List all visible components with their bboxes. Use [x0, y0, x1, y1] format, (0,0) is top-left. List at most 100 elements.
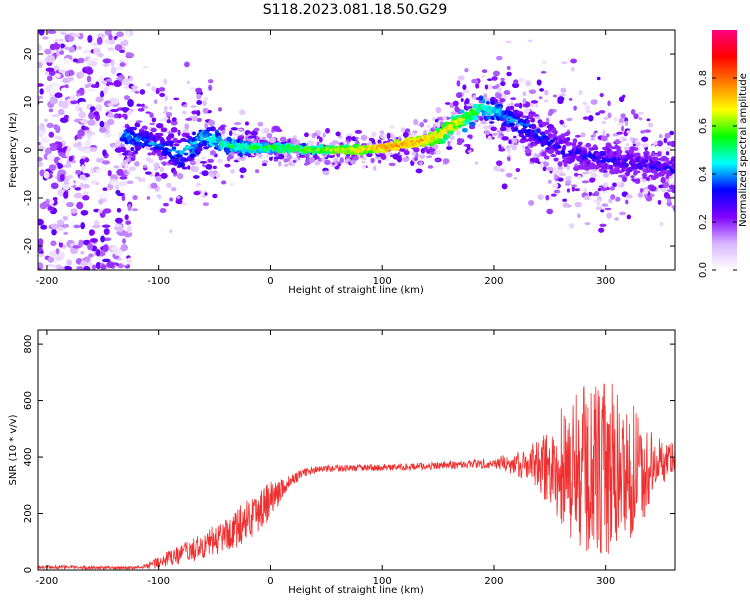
spectral-cell [88, 253, 94, 258]
spectral-cell [39, 202, 48, 210]
spectral-cell [93, 47, 101, 56]
spectral-cell [666, 141, 673, 146]
spectral-cell [509, 105, 515, 111]
spectral-cell [75, 179, 84, 184]
spectral-cell [136, 103, 142, 107]
spectral-cell [524, 148, 532, 154]
spectral-cell [159, 166, 165, 173]
spectral-cell [42, 36, 49, 40]
spectral-cell [557, 166, 564, 170]
spectral-cell [613, 116, 618, 122]
spectral-cell [382, 133, 387, 139]
spectral-cell [44, 48, 52, 55]
spectrogram-xlabel: Height of straight line (km) [288, 285, 424, 296]
spectral-cell [186, 80, 190, 85]
spectral-cell [123, 57, 130, 62]
spectral-cell [221, 180, 227, 185]
spectral-cell [467, 134, 473, 139]
spectral-cell [202, 107, 209, 114]
spectral-cell [481, 69, 488, 74]
spectral-cell [126, 180, 134, 184]
spectral-cell [122, 238, 127, 244]
spectral-cell [606, 133, 610, 138]
spectral-cell [116, 77, 123, 81]
spectral-cell [185, 117, 193, 121]
spectral-cell [562, 202, 570, 208]
spectral-cell [107, 47, 115, 51]
spectral-cell [131, 126, 137, 130]
spectral-cell [435, 107, 442, 114]
spectral-cell [250, 130, 258, 136]
spectral-cell [70, 100, 78, 105]
spectral-cell [607, 154, 612, 159]
spectral-cell [106, 261, 115, 269]
spectral-cell [671, 188, 675, 194]
spectral-cell [385, 151, 391, 156]
spectral-cell [73, 224, 81, 229]
spectral-cell [127, 99, 134, 107]
spectral-cell [80, 80, 88, 86]
spectral-cell [618, 117, 624, 125]
spectral-cell [169, 229, 173, 233]
spectral-cell [63, 114, 69, 119]
spectral-cell [95, 157, 105, 163]
spectral-cell [591, 192, 597, 197]
spectral-cell [178, 162, 186, 167]
spectral-cell [391, 134, 396, 141]
spectral-cell [522, 98, 527, 105]
spectral-cell [541, 151, 547, 157]
spectral-cell [54, 254, 64, 261]
spectral-cell [39, 169, 45, 177]
spectral-cell [257, 121, 264, 127]
spectral-cell [131, 85, 139, 89]
spectral-cell [507, 154, 512, 158]
spectral-cell [113, 165, 120, 169]
spectral-cell [642, 172, 647, 178]
spectral-cell [80, 222, 86, 230]
spectral-cell [102, 58, 112, 64]
spectral-cell [562, 198, 567, 202]
spectral-cell [221, 133, 226, 137]
spectral-cell [377, 139, 382, 144]
spectral-cell [80, 118, 89, 124]
spectral-cell [501, 183, 508, 190]
spectral-cell [83, 191, 89, 197]
spectral-cell [625, 194, 633, 199]
spectral-cell [426, 155, 433, 159]
spectral-cell [552, 94, 558, 98]
spectral-cell [583, 195, 591, 201]
spectral-cell [67, 175, 73, 179]
spectral-cell [103, 87, 108, 95]
y-tick-label: 20 [23, 48, 34, 61]
spectral-cell [662, 157, 670, 161]
spectral-cell [266, 132, 273, 139]
spectral-cell [508, 139, 512, 145]
spectral-cell [238, 109, 246, 116]
spectral-cell [418, 161, 423, 166]
spectral-cell [574, 201, 582, 208]
spectral-cell [50, 240, 57, 247]
spectral-cell [559, 140, 564, 144]
spectral-cell [98, 126, 107, 133]
spectral-cell [40, 137, 49, 143]
spectral-cell [452, 100, 459, 107]
spectral-cell [202, 100, 207, 107]
spectral-cell [486, 115, 492, 120]
spectral-cell [617, 122, 625, 126]
spectral-cell [522, 103, 530, 108]
x-tick-label: 300 [596, 576, 615, 587]
spectral-cell [521, 144, 526, 150]
colorbar-tick-label: 0.6 [698, 118, 709, 134]
spectral-cell [335, 131, 341, 137]
spectral-cell [283, 159, 289, 163]
spectral-cell [63, 191, 69, 199]
spectral-cell [446, 146, 453, 151]
spectral-cell [142, 164, 148, 168]
spectral-cell [110, 108, 119, 113]
spectral-cell [79, 110, 85, 115]
spectral-cell [192, 131, 196, 136]
spectral-cell [100, 90, 105, 98]
spectral-cell [116, 31, 124, 38]
spectral-cell [466, 144, 471, 151]
spectral-cell [493, 98, 499, 104]
